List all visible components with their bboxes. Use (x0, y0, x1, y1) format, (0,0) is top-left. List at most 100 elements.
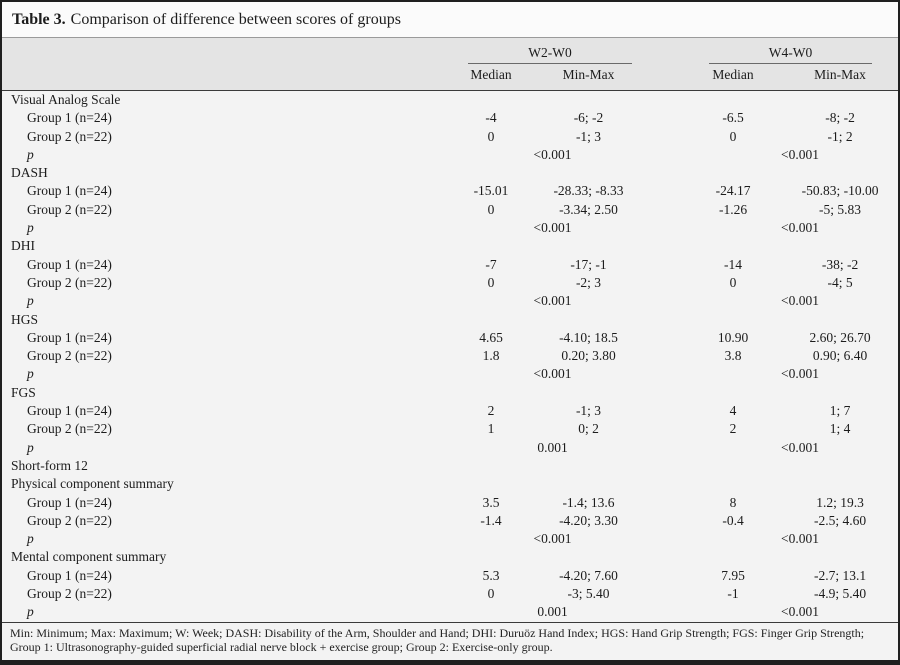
spacer-cell (650, 512, 702, 530)
section-label: Physical component summary (11, 476, 174, 492)
w2-p-value-cell: <0.001 (533, 146, 572, 162)
p-value-row: p <0.001 <0.001 (2, 365, 898, 383)
w4-p-value-cell: <0.001 (781, 366, 820, 382)
w2-median-cell: -15.01 (473, 183, 509, 199)
w2-p-value-cell: 0.001 (537, 604, 568, 620)
w4-minmax-header: Min-Max (764, 63, 898, 91)
table-row: Group 2 (n=22) 1.8 0.20; 3.80 3.8 0.90; 6.40 (2, 347, 898, 365)
comparison-table: W2-W0 W4-W0 Median Min-Max Median Min-Ma… (2, 37, 898, 622)
table-row: Group 1 (n=24) 2 -1; 3 4 1; 7 (2, 402, 898, 420)
w2-median-cell: -7 (485, 256, 497, 272)
w2-median-header: Median (455, 63, 527, 91)
p-label: p (27, 366, 34, 382)
w4-median-cell: 10.90 (717, 329, 749, 345)
table-row: Group 1 (n=24) -7 -17; -1 -14 -38; -2 (2, 256, 898, 274)
empty-corner-cell (2, 63, 455, 91)
spacer-cell (650, 420, 702, 438)
w4-minmax-cell: -5; 5.83 (819, 201, 862, 217)
spacer-cell (650, 37, 703, 64)
row-label: Group 2 (n=22) (27, 421, 112, 437)
spacer-cell (650, 530, 702, 548)
w4-median-cell: -1 (727, 586, 739, 602)
w4-minmax-cell: -2.7; 13.1 (813, 567, 867, 583)
row-label: Group 2 (n=22) (27, 201, 112, 217)
w4-minmax-cell: 1; 7 (829, 403, 851, 419)
w2-p-value-cell: <0.001 (533, 220, 572, 236)
table-footnote: Min: Minimum; Max: Maximum; W: Week; DAS… (2, 621, 898, 659)
w4-minmax-cell: 1; 4 (829, 421, 851, 437)
w2-minmax-cell: 0.20; 3.80 (561, 348, 616, 364)
spacer-cell (650, 567, 702, 585)
w2-minmax-header: Min-Max (527, 63, 651, 91)
w2-minmax-cell: -4.20; 7.60 (559, 567, 618, 583)
spacer-cell (650, 365, 702, 383)
p-value-row: p 0.001 <0.001 (2, 439, 898, 457)
row-label: Group 1 (n=24) (27, 403, 112, 419)
w4-minmax-cell: -2.5; 4.60 (813, 512, 867, 528)
p-label: p (27, 146, 34, 162)
section-label: HGS (11, 311, 39, 327)
section-label: FGS (11, 384, 36, 400)
table-row: Group 1 (n=24) 5.3 -4.20; 7.60 7.95 -2.7; 13… (2, 567, 898, 585)
w4-median-cell: 8 (729, 494, 737, 510)
w4-median-cell: -6.5 (722, 110, 744, 126)
table-row: Group 1 (n=24) 4.65 -4.10; 18.5 10.90 2.60; … (2, 329, 898, 347)
w4-minmax-cell: 0.90; 6.40 (812, 348, 868, 364)
table-row: Group 2 (n=22) 0 -3.34; 2.50 -1.26 -5; 5.83 (2, 201, 898, 219)
w2-median-cell: 0 (487, 128, 495, 144)
p-value-row: p 0.001 <0.001 (2, 603, 898, 621)
row-label: Group 2 (n=22) (27, 512, 112, 528)
row-label: Group 2 (n=22) (27, 348, 112, 364)
w2-minmax-cell: -28.33; -8.33 (553, 183, 624, 199)
table-row: Group 2 (n=22) 0 -1; 3 0 -1; 2 (2, 128, 898, 146)
table-body: Visual Analog Scale Group 1 (n=24) -4 -6; -… (2, 91, 898, 622)
w2-minmax-cell: -4.10; 18.5 (559, 329, 618, 345)
row-label: Group 1 (n=24) (27, 256, 112, 272)
p-label: p (27, 220, 34, 236)
w4-minmax-cell: -1; 2 (827, 128, 853, 144)
col-group-w4w0-cell: W4-W0 (702, 37, 898, 64)
section-header-row: DASH (2, 164, 898, 182)
p-value-row: p <0.001 <0.001 (2, 146, 898, 164)
section-header-row: DHI (2, 237, 898, 255)
p-label: p (27, 604, 34, 620)
col-group-w2w0-cell: W2-W0 (455, 37, 651, 64)
w4-p-value-cell: <0.001 (781, 146, 820, 162)
w2-p-value-cell: <0.001 (533, 293, 572, 309)
section-label: DHI (11, 238, 35, 254)
w2-p-value-cell: 0.001 (537, 439, 568, 455)
col-group-w2w0-label: W2-W0 (528, 44, 572, 60)
spacer-cell (650, 182, 702, 200)
spacer-cell (650, 219, 702, 237)
table-title: Table 3. Comparison of difference between… (2, 2, 898, 37)
w2-minmax-cell: -4.20; 3.30 (559, 512, 618, 528)
w4-minmax-cell: -4.9; 5.40 (813, 586, 867, 602)
w4-p-value-cell: <0.001 (781, 439, 820, 455)
spacer-cell (650, 63, 703, 91)
w2-median-cell: 5.3 (482, 567, 500, 583)
table-row: Group 1 (n=24) -4 -6; -2 -6.5 -8; -2 (2, 109, 898, 127)
column-subheader-row: Median Min-Max Median Min-Max (2, 63, 898, 91)
section-label: Short-form 12 (11, 457, 88, 473)
w4-median-cell: 0 (729, 128, 737, 144)
row-label: Group 2 (n=22) (27, 274, 112, 290)
spacer-cell (650, 128, 702, 146)
spacer-cell (650, 256, 702, 274)
p-label: p (27, 439, 34, 455)
w4-median-cell: -1.26 (718, 201, 748, 217)
w2-median-cell: 2 (487, 403, 495, 419)
spacer-cell (650, 347, 702, 365)
w4-p-value-cell: <0.001 (781, 293, 820, 309)
section-header-row: HGS (2, 311, 898, 329)
w2-median-cell: -4 (485, 110, 497, 126)
w2-minmax-cell: -6; -2 (573, 110, 604, 126)
w4-median-cell: 4 (729, 403, 737, 419)
section-label: DASH (11, 165, 48, 181)
section-label: Visual Analog Scale (11, 92, 121, 107)
row-label: Group 1 (n=24) (27, 567, 112, 583)
spacer-cell (650, 585, 702, 603)
table-number-label: Table 3. (12, 11, 66, 28)
p-label: p (27, 531, 34, 547)
w2-p-value-cell: <0.001 (533, 366, 572, 382)
w4-p-value-cell: <0.001 (781, 531, 820, 547)
